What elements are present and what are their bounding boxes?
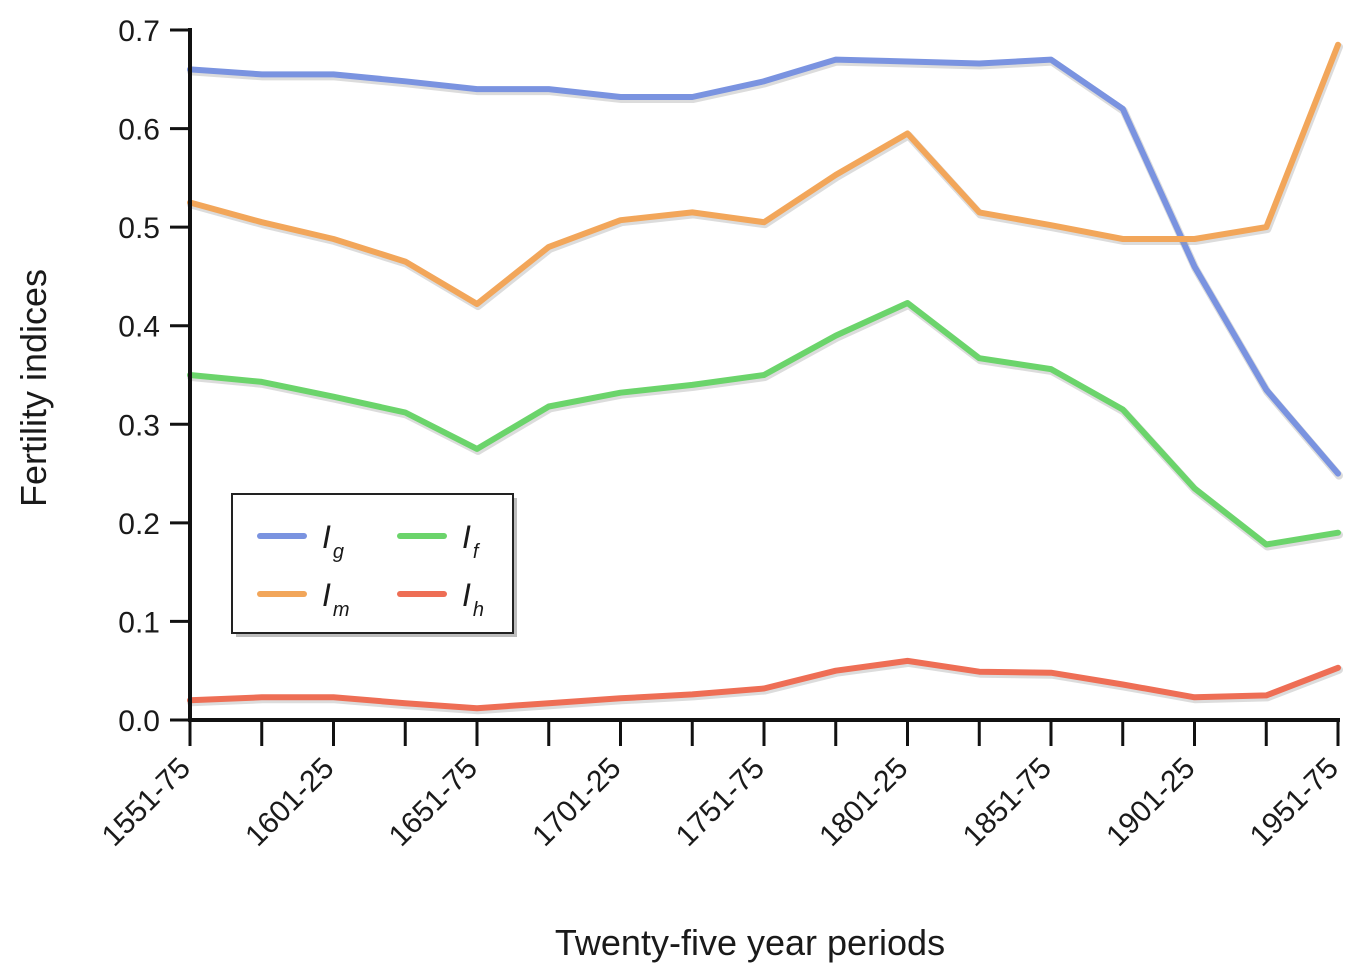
series-line-im: [187, 41, 1341, 307]
y-tick-label: 0.0: [118, 705, 160, 738]
y-tick-label: 0.1: [118, 606, 160, 639]
x-tick-label: 1651-75: [383, 752, 484, 853]
x-tick-label: 1751-75: [670, 752, 771, 853]
y-tick-label: 0.6: [118, 114, 160, 147]
x-tick-label: 1851-75: [957, 752, 1058, 853]
series-line-ih: [187, 657, 1341, 712]
x-axis-title: Twenty-five year periods: [555, 922, 945, 963]
y-tick-label: 0.5: [118, 212, 160, 245]
legend-box: [231, 493, 514, 634]
x-tick-label: 1951-75: [1244, 752, 1345, 853]
series-line-shadow-ig: [187, 57, 1343, 480]
y-axis-title: Fertility indices: [13, 269, 54, 507]
series-layer: [187, 41, 1343, 715]
x-tick-label: 1801-25: [813, 752, 914, 853]
series-line-if: [187, 300, 1341, 548]
x-tick-label: 1701-25: [526, 752, 627, 853]
x-tick-label: 1901-25: [1100, 752, 1201, 853]
x-tick-label: 1601-25: [239, 752, 340, 853]
y-ticks: 0.0 0.1 0.2 0.3 0.4 0.5 0.6 0.7: [118, 15, 190, 738]
x-ticks: 1551-75 1601-25 1651-75 1701-25 1751-75 1801-…: [96, 720, 1345, 853]
series-line-ig: [187, 56, 1341, 477]
y-tick-label: 0.3: [118, 409, 160, 442]
x-tick-label: 1551-75: [96, 752, 197, 853]
y-tick-label: 0.7: [118, 15, 160, 48]
y-tick-label: 0.2: [118, 508, 160, 541]
y-tick-label: 0.4: [118, 311, 160, 344]
